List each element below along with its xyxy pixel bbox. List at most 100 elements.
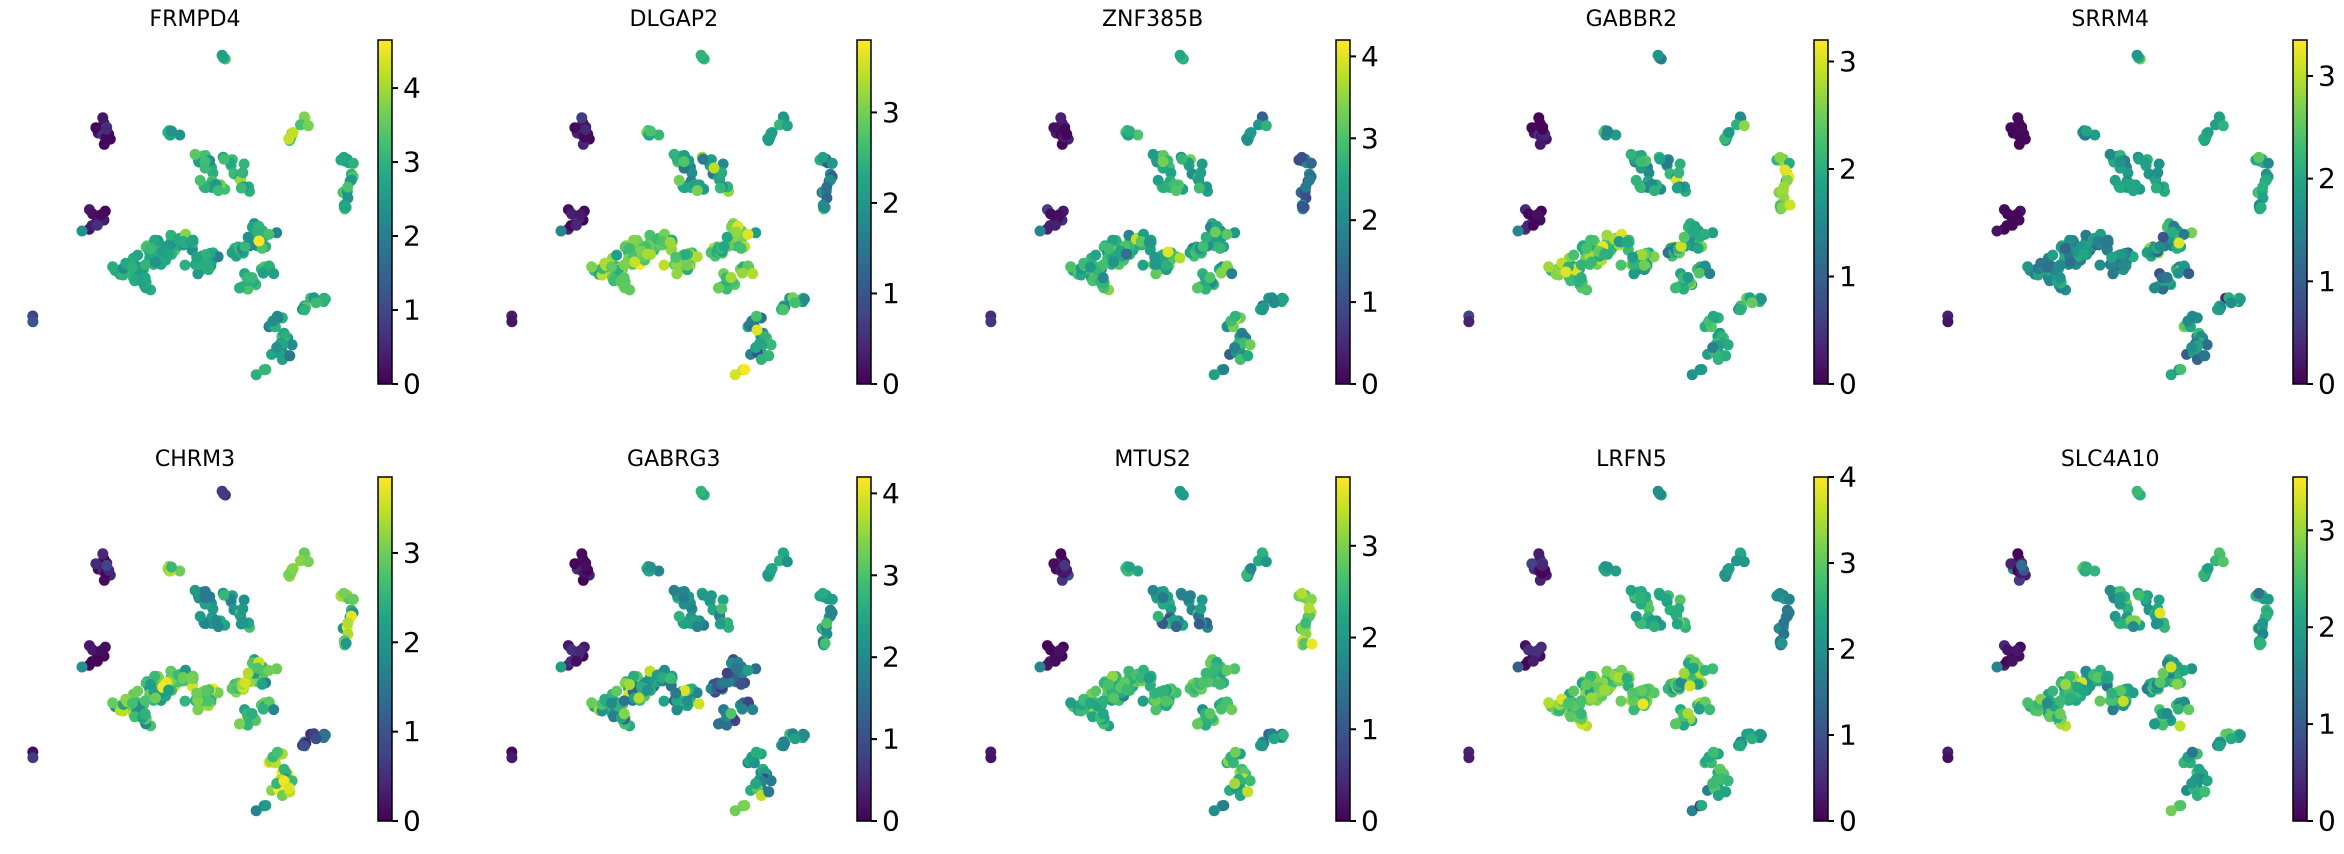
umap-cell-point-highlight xyxy=(253,235,265,247)
umap-cell-point xyxy=(2183,704,2195,716)
umap-cell-point xyxy=(1123,125,1135,137)
umap-cell-point-highlight xyxy=(1162,246,1174,258)
umap-cell-point xyxy=(271,342,283,353)
umap-cell-point xyxy=(2022,697,2034,709)
umap-cell-point xyxy=(192,704,204,716)
umap-cell-point xyxy=(191,687,203,699)
umap-cell-point xyxy=(91,655,103,667)
umap-cell-point xyxy=(200,685,212,697)
umap-cell-point xyxy=(1532,209,1544,221)
umap-cell-point xyxy=(163,684,175,696)
umap-cell-point xyxy=(750,746,762,758)
umap-cell-point xyxy=(678,249,690,261)
umap-cell-point xyxy=(1756,729,1768,741)
umap-panel-0: FRMPD4 0 1 2 3 4 xyxy=(2,0,472,427)
umap-cell-point xyxy=(766,127,778,138)
umap-cell-point xyxy=(1089,685,1101,697)
umap-cell-point xyxy=(139,695,151,707)
umap-panel-2: ZNF385B 0 1 2 3 4 xyxy=(960,0,1430,427)
umap-cell-point xyxy=(1204,272,1216,283)
umap-cell-point-outlier xyxy=(555,225,567,237)
colorbar xyxy=(377,476,393,822)
umap-cell-point xyxy=(1058,559,1070,571)
umap-cell-point xyxy=(1147,584,1159,596)
umap-cell-point xyxy=(1107,256,1119,268)
umap-cell-point xyxy=(1194,167,1206,179)
umap-cell-point xyxy=(1044,208,1056,220)
umap-cell-point xyxy=(695,49,707,61)
umap-cell-point xyxy=(2117,695,2129,707)
umap-cell-point xyxy=(2092,672,2104,683)
umap-cell-point xyxy=(1268,297,1280,309)
umap-cell-point xyxy=(1084,697,1096,709)
umap-cell-point xyxy=(1688,226,1700,238)
umap-cell-point xyxy=(242,283,254,295)
umap-cell-point xyxy=(1107,692,1119,704)
umap-cell-point xyxy=(1670,282,1682,294)
umap-cell-point xyxy=(673,610,685,622)
umap-plot-canvas-7: 0 1 2 3 xyxy=(984,476,1379,838)
umap-cell-point xyxy=(216,49,228,61)
umap-cell-point xyxy=(2186,342,2198,353)
umap-cell-point xyxy=(1672,182,1684,194)
umap-cell-point xyxy=(2078,684,2090,696)
umap-cell-point xyxy=(2060,243,2072,254)
umap-cell-point xyxy=(1197,676,1209,688)
umap-cell-point xyxy=(1229,746,1241,758)
umap-cell-point xyxy=(1299,181,1311,193)
umap-cell-point xyxy=(720,283,732,295)
umap-cell-point xyxy=(2202,563,2214,574)
umap-cell-point xyxy=(189,148,201,160)
umap-cell-point xyxy=(132,249,144,261)
umap-cell-point xyxy=(1586,692,1598,704)
colorbar-tick-label: 3 xyxy=(1839,45,1857,78)
panel-title: ZNF385B xyxy=(1101,7,1204,32)
panel-title: GABRG3 xyxy=(627,447,721,472)
umap-cell-point xyxy=(2104,584,2116,596)
umap-cell-point xyxy=(1157,156,1169,168)
umap-cell-point xyxy=(736,703,748,715)
umap-cell-point xyxy=(658,259,670,271)
colorbar-tick-label: 1 xyxy=(1361,713,1379,746)
umap-cell-point xyxy=(1585,670,1597,682)
umap-cell-point xyxy=(263,664,275,676)
umap-cell-point xyxy=(1102,243,1114,254)
umap-cell-point xyxy=(2092,236,2104,247)
umap-cell-point xyxy=(2127,621,2139,633)
umap-cell-point xyxy=(1170,185,1182,197)
umap-cell-point xyxy=(202,259,214,271)
umap-cell-point xyxy=(716,603,728,615)
umap-cell-point xyxy=(251,662,263,674)
umap-cell-point xyxy=(2178,228,2190,240)
colorbar-tick-label: 0 xyxy=(882,805,900,838)
umap-cell-point xyxy=(1682,708,1694,719)
umap-cell-point xyxy=(1214,242,1226,254)
colorbar-tick-label: 1 xyxy=(2318,265,2336,298)
umap-cell-point xyxy=(1585,234,1597,246)
umap-cell-point xyxy=(95,645,107,657)
umap-cell-point xyxy=(1208,805,1220,817)
umap-cell-point xyxy=(2109,174,2121,186)
umap-cell-point xyxy=(194,174,206,186)
umap-cell-point xyxy=(1678,719,1690,731)
umap-cell-point xyxy=(1058,123,1070,135)
umap-cell-point xyxy=(668,584,680,596)
umap-cell-point xyxy=(1053,645,1065,657)
umap-cell-point xyxy=(720,719,732,731)
umap-cell-point xyxy=(1143,672,1155,684)
umap-cell-point xyxy=(2127,185,2139,197)
umap-cell-point xyxy=(817,587,829,599)
umap-cell-point xyxy=(2047,685,2059,697)
umap-cell-point xyxy=(286,339,298,351)
colorbar-tick-label: 2 xyxy=(403,220,421,253)
umap-cell-point xyxy=(1631,174,1643,186)
umap-cell-point xyxy=(2054,708,2066,720)
umap-cell-point xyxy=(1528,655,1540,667)
umap-cell-point xyxy=(1722,339,1734,351)
umap-cell-point xyxy=(736,267,748,279)
umap-cell-point xyxy=(1131,129,1143,141)
umap-cell-point xyxy=(1220,228,1232,240)
colorbar xyxy=(2292,39,2308,385)
umap-panel-5: CHRM3 0 1 2 3 xyxy=(2,427,472,854)
umap-cell-point xyxy=(671,704,683,716)
